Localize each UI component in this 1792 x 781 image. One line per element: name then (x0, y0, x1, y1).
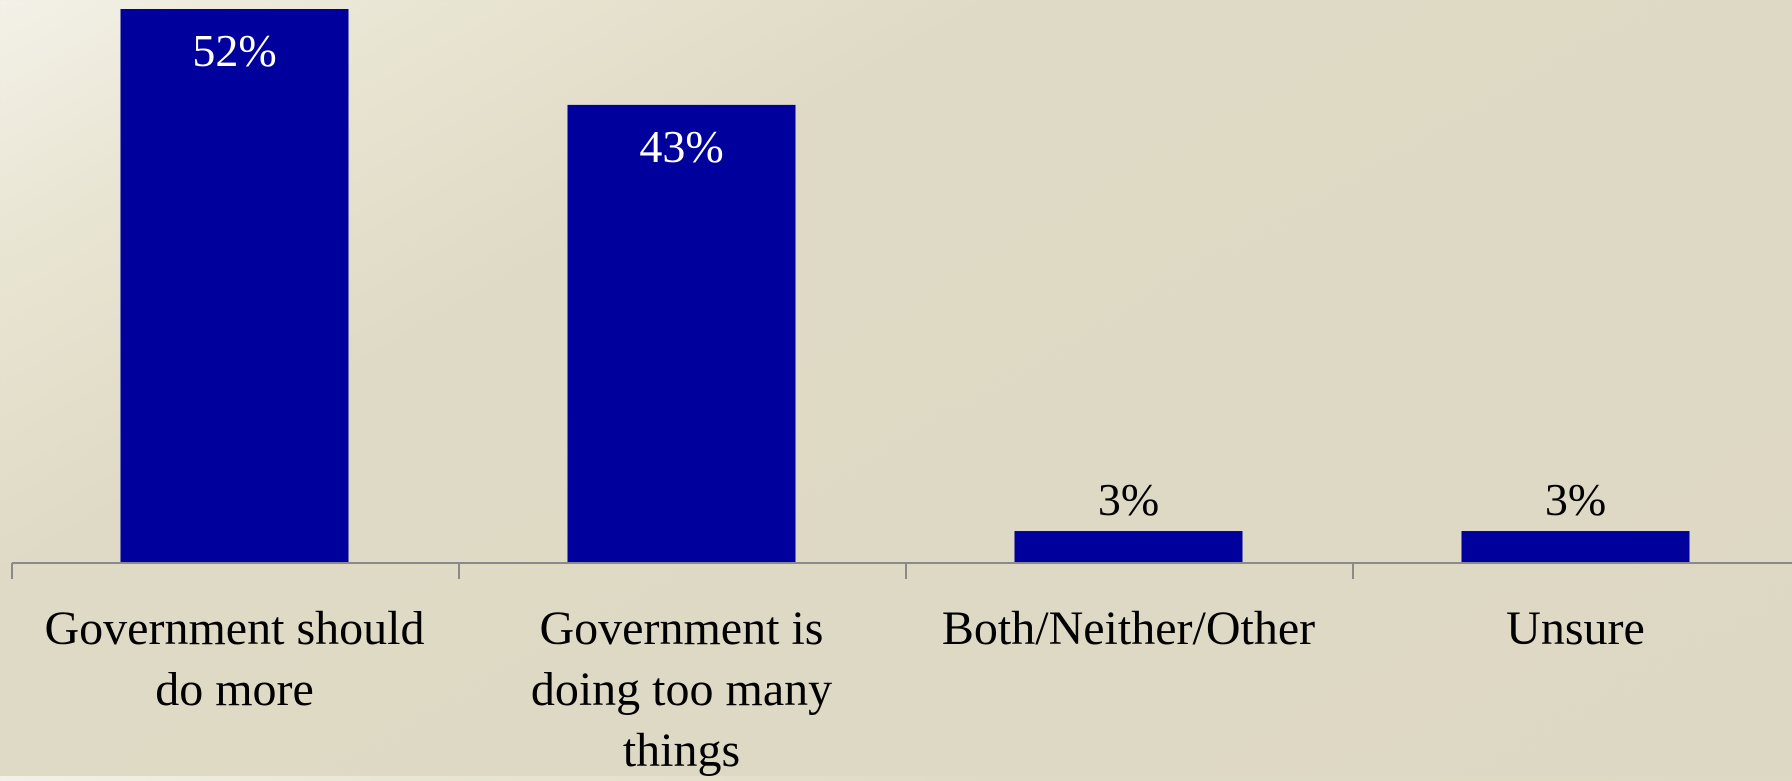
category-label-line: do more (155, 663, 314, 716)
category-label-line: Government is (540, 602, 824, 655)
data-label: 3% (1098, 474, 1159, 525)
bar (120, 9, 349, 563)
category-label-line: Both/Neither/Other (942, 602, 1315, 655)
bars-layer (120, 9, 1690, 563)
category-label: Government should do more (45, 602, 425, 716)
category-label-line: Government should (45, 602, 425, 655)
data-label: 3% (1545, 474, 1606, 525)
category-labels-layer: Government should do more Government is doi… (45, 602, 1645, 777)
bar (1014, 531, 1243, 563)
data-labels-layer: 52% 43% 3% 3% (192, 25, 1606, 525)
bar (567, 104, 796, 563)
category-label-line: things (623, 724, 740, 776)
data-label: 52% (192, 25, 276, 76)
category-label: Government is doing too many things (531, 602, 832, 776)
data-label: 43% (639, 121, 723, 172)
category-label: Both/Neither/Other (942, 602, 1315, 655)
category-label-line: Unsure (1506, 602, 1645, 655)
category-label: Unsure (1506, 602, 1645, 655)
x-axis (11, 562, 1792, 579)
bar (1461, 531, 1690, 563)
category-label-line: doing too many (531, 663, 832, 716)
